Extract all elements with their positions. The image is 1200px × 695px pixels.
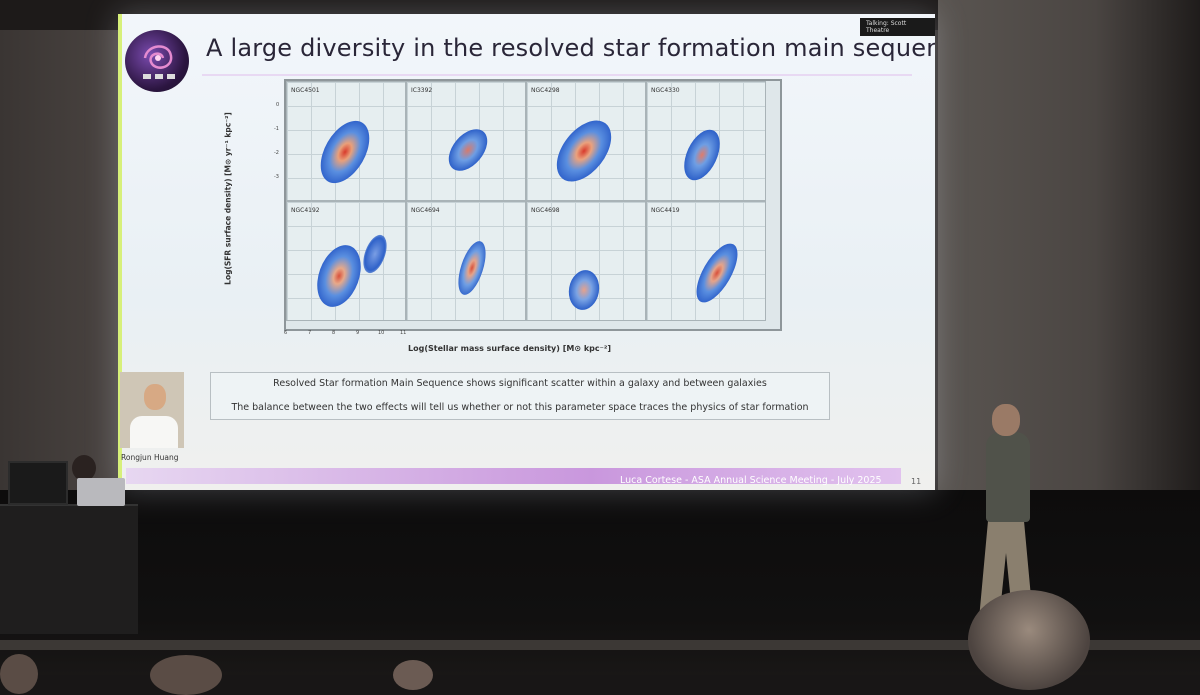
density-cloud bbox=[310, 112, 380, 192]
galaxy-logo-icon bbox=[125, 30, 189, 92]
density-cloud bbox=[688, 237, 746, 309]
venue-tag: Talking: Scott Theatre bbox=[860, 18, 935, 36]
plot-panel: NGC4698 bbox=[526, 201, 646, 321]
audience-head bbox=[150, 655, 222, 695]
slide-title: A large diversity in the resolved star f… bbox=[206, 34, 935, 62]
panel-label: NGC4330 bbox=[651, 87, 680, 94]
title-underline bbox=[202, 74, 912, 76]
laptop bbox=[77, 478, 125, 506]
scatter-plot-grid: NGC4501 IC3392 NGC4298 NGC4330 NGC4192 N… bbox=[284, 79, 782, 331]
audience-head bbox=[968, 590, 1090, 690]
note-box: Resolved Star formation Main Sequence sh… bbox=[210, 372, 830, 420]
panel-label: NGC4698 bbox=[531, 207, 560, 214]
density-cloud bbox=[545, 110, 623, 192]
x-tick-label: 11 bbox=[400, 330, 407, 336]
photo-face bbox=[144, 384, 166, 410]
x-tick-label: 9 bbox=[356, 330, 360, 336]
tech-desk bbox=[0, 504, 138, 634]
plot-panel: NGC4298 bbox=[526, 81, 646, 201]
audience-head bbox=[0, 654, 38, 694]
audience-head bbox=[393, 660, 433, 690]
speaker-photo bbox=[120, 372, 184, 448]
photo-caption: Rongjun Huang bbox=[121, 453, 179, 462]
y-tick-label: -2 bbox=[274, 150, 279, 156]
plot-panel: NGC4419 bbox=[646, 201, 766, 321]
photo-shirt bbox=[130, 416, 178, 448]
x-tick-label: 6 bbox=[284, 330, 288, 336]
x-tick-label: 8 bbox=[332, 330, 336, 336]
page-number: 11 bbox=[911, 477, 922, 486]
plot-panel: IC3392 bbox=[406, 81, 526, 201]
x-axis-label: Log(Stellar mass surface density) [M⊙ kp… bbox=[408, 344, 611, 353]
density-cloud bbox=[676, 124, 728, 186]
panel-label: NGC4694 bbox=[411, 207, 440, 214]
density-cloud bbox=[441, 121, 495, 179]
panel-label: IC3392 bbox=[411, 87, 433, 94]
y-tick-label: -3 bbox=[274, 174, 279, 180]
projected-slide: A large diversity in the resolved star f… bbox=[118, 14, 935, 490]
right-wall bbox=[938, 0, 1200, 500]
x-tick-label: 10 bbox=[378, 330, 385, 336]
y-axis-label: Log(SFR surface density) [M⊙ yr⁻¹ kpc⁻²] bbox=[223, 112, 233, 285]
plot-panel: NGC4694 bbox=[406, 201, 526, 321]
density-cloud bbox=[452, 237, 492, 299]
footer-text: Luca Cortese - ASA Annual Science Meetin… bbox=[620, 475, 882, 486]
plot-panel: NGC4501 bbox=[286, 81, 406, 201]
y-tick-label: -1 bbox=[274, 126, 279, 132]
note-line-1: Resolved Star formation Main Sequence sh… bbox=[273, 378, 767, 389]
note-line-2: The balance between the two effects will… bbox=[231, 402, 809, 413]
stage-edge bbox=[0, 640, 1200, 650]
panel-label: NGC4501 bbox=[291, 87, 320, 94]
panel-label: NGC4192 bbox=[291, 207, 320, 214]
density-cloud bbox=[565, 267, 603, 313]
y-tick-label: 0 bbox=[276, 102, 280, 108]
monitor bbox=[8, 461, 68, 505]
presenter-head bbox=[992, 404, 1020, 436]
plot-panel: NGC4192 bbox=[286, 201, 406, 321]
panel-label: NGC4298 bbox=[531, 87, 560, 94]
density-cloud bbox=[309, 239, 369, 313]
plot-panel: NGC4330 bbox=[646, 81, 766, 201]
x-tick-label: 7 bbox=[308, 330, 312, 336]
footer-bar bbox=[126, 468, 901, 484]
technician-head bbox=[72, 455, 96, 481]
slide-accent-bar bbox=[118, 14, 122, 490]
panel-label: NGC4419 bbox=[651, 207, 680, 214]
presenter-torso bbox=[986, 432, 1030, 522]
density-cloud bbox=[358, 231, 392, 277]
